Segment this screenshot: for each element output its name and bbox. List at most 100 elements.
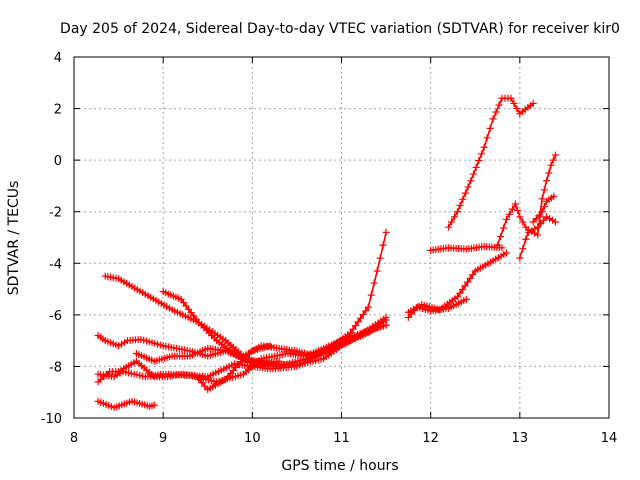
y-tick-label: -6 xyxy=(49,309,62,324)
data-point-marker xyxy=(502,215,510,223)
data-point-marker xyxy=(453,293,461,301)
data-point-marker xyxy=(453,208,461,216)
data-point-marker xyxy=(522,235,530,243)
data-point-marker xyxy=(549,216,557,224)
data-point-marker xyxy=(456,289,464,297)
series-track-8 xyxy=(195,342,274,394)
data-point-marker xyxy=(461,189,469,197)
data-point-marker xyxy=(113,371,121,379)
data-point-marker xyxy=(497,233,505,241)
data-point-marker xyxy=(552,151,559,159)
y-tick-label: -2 xyxy=(49,206,62,221)
data-point-marker xyxy=(467,177,475,185)
data-point-marker xyxy=(505,210,513,218)
data-point-marker xyxy=(498,244,506,252)
data-point-marker xyxy=(373,324,381,332)
data-point-marker xyxy=(354,318,362,326)
data-point-marker xyxy=(552,218,559,226)
data-point-marker xyxy=(540,216,548,224)
data-point-marker xyxy=(150,401,158,409)
data-point-marker xyxy=(513,105,521,113)
data-point-marker xyxy=(547,161,555,169)
data-point-marker xyxy=(545,169,553,177)
data-point-marker xyxy=(516,213,524,221)
data-point-marker xyxy=(116,369,124,377)
data-point-marker xyxy=(379,322,387,330)
y-tick-label: 4 xyxy=(54,51,62,66)
y-axis-label: SDTVAR / TECUs xyxy=(6,181,22,296)
chart-title: Day 205 of 2024, Sidereal Day-to-day VTE… xyxy=(60,21,620,37)
data-point-marker xyxy=(382,321,390,329)
data-point-marker xyxy=(546,215,554,223)
data-point-marker xyxy=(514,206,522,214)
series-track-13 xyxy=(494,200,559,249)
data-point-marker xyxy=(456,202,464,210)
data-point-marker xyxy=(502,249,510,257)
data-point-marker xyxy=(543,177,551,185)
data-point-marker xyxy=(494,241,502,249)
data-point-marker xyxy=(445,223,452,231)
data-point-marker xyxy=(516,254,524,262)
data-point-marker xyxy=(349,325,357,333)
data-point-marker xyxy=(534,231,542,239)
data-point-marker xyxy=(362,307,370,315)
data-point-marker xyxy=(538,208,546,216)
series-track-6 xyxy=(132,321,390,369)
data-point-marker xyxy=(483,134,491,142)
data-point-marker xyxy=(367,291,375,299)
data-point-marker xyxy=(352,322,360,330)
data-point-marker xyxy=(357,314,365,322)
data-point-marker xyxy=(195,375,203,383)
data-point-marker xyxy=(110,373,118,381)
series-track-12 xyxy=(445,94,537,231)
data-point-marker xyxy=(531,229,539,237)
data-point-marker xyxy=(370,279,378,287)
x-tick-label: 9 xyxy=(159,431,167,446)
data-point-marker xyxy=(510,99,518,107)
data-point-marker xyxy=(464,278,472,286)
data-point-marker xyxy=(486,124,494,132)
data-point-marker xyxy=(550,192,558,200)
data-point-marker xyxy=(480,143,488,151)
data-point-marker xyxy=(492,108,500,116)
data-point-marker xyxy=(447,218,455,226)
x-tick-label: 14 xyxy=(601,431,618,446)
series-line xyxy=(447,97,534,228)
data-point-marker xyxy=(382,228,390,236)
series-track-15 xyxy=(529,192,558,226)
data-point-marker xyxy=(198,379,206,387)
x-tick-label: 11 xyxy=(333,431,350,446)
data-point-marker xyxy=(507,94,515,102)
data-point-marker xyxy=(461,282,469,290)
plot-frame xyxy=(73,56,610,419)
data-point-marker xyxy=(543,213,551,221)
y-tick-label: -10 xyxy=(41,412,62,427)
data-point-marker xyxy=(519,245,527,253)
data-point-marker xyxy=(376,323,384,331)
data-point-marker xyxy=(525,226,533,234)
data-point-marker xyxy=(489,115,497,123)
data-point-marker xyxy=(519,218,527,226)
data-point-marker xyxy=(121,338,129,346)
data-point-marker xyxy=(472,163,480,171)
plot-area xyxy=(94,94,559,412)
series-line xyxy=(496,202,556,246)
data-point-marker xyxy=(508,205,516,213)
data-point-marker xyxy=(201,382,209,390)
data-point-marker xyxy=(275,357,283,365)
data-point-marker xyxy=(464,183,472,191)
data-point-marker xyxy=(364,303,372,311)
data-point-marker xyxy=(511,200,519,208)
data-point-marker xyxy=(529,99,537,107)
y-tick-label: -4 xyxy=(49,257,62,272)
data-point-marker xyxy=(475,157,483,165)
x-tick-label: 13 xyxy=(512,431,529,446)
x-tick-label: 12 xyxy=(422,431,439,446)
data-point-marker xyxy=(459,285,467,293)
data-point-marker xyxy=(469,170,477,178)
data-point-marker xyxy=(359,310,367,318)
data-point-marker xyxy=(538,195,546,203)
y-tick-label: -8 xyxy=(49,360,62,375)
data-point-marker xyxy=(346,329,354,337)
